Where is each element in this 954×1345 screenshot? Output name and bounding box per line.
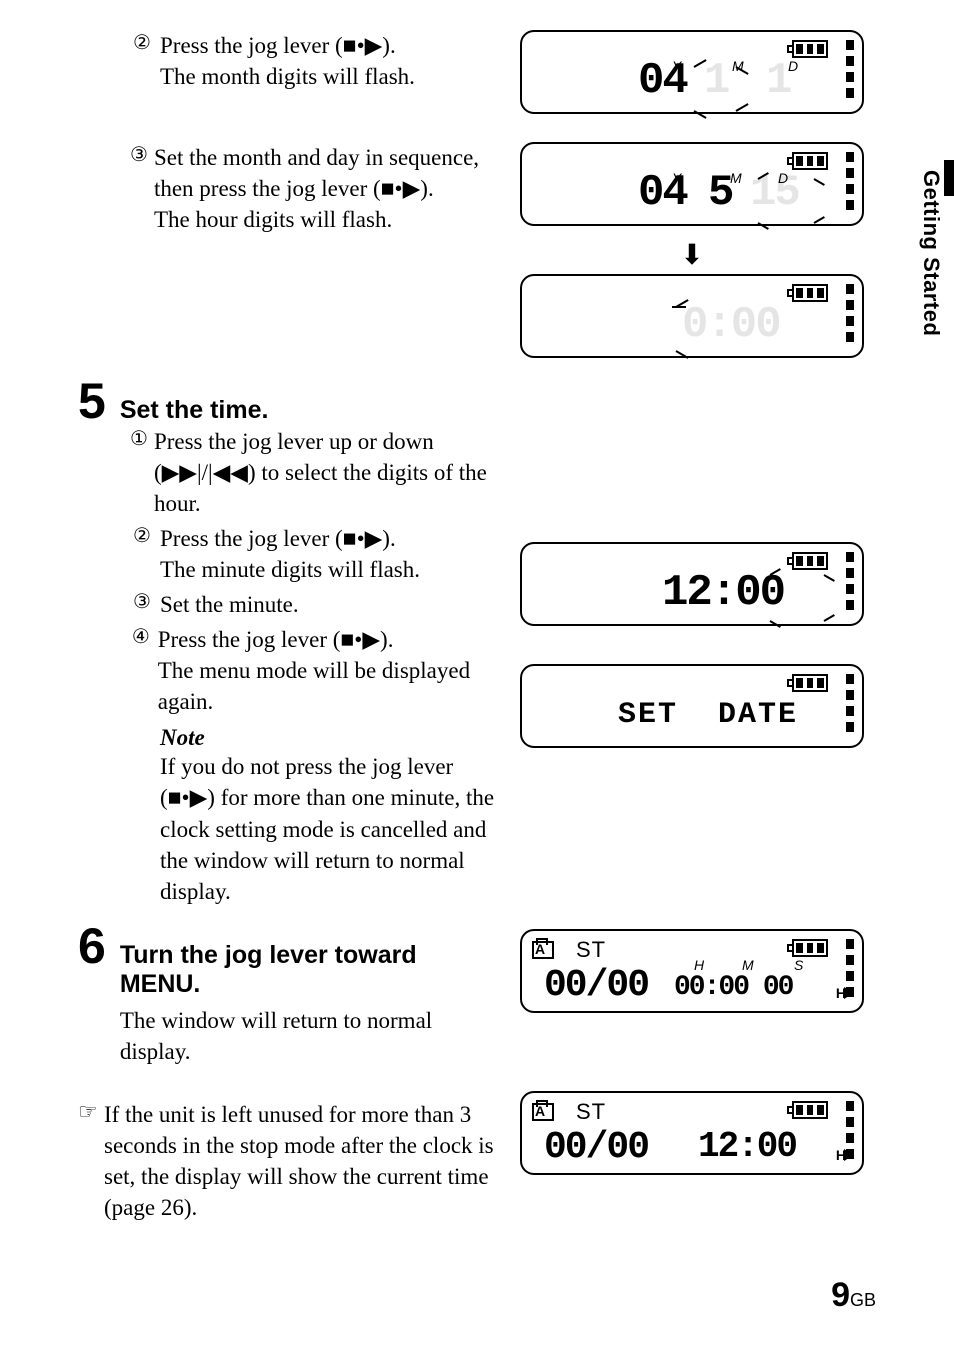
lcd-panel-2: Y M D 04 5 15 <box>520 142 864 226</box>
sub-1-num: ① <box>130 426 148 452</box>
step-3-line1: Set the month and day in sequence, then … <box>154 142 496 204</box>
step-5-title: Set the time. <box>120 396 864 425</box>
page-num-big: 9 <box>831 1276 850 1314</box>
arrow-down-icon: ⬇ <box>520 238 864 272</box>
level-bars-icon <box>846 284 854 342</box>
note-heading: Note <box>160 725 496 751</box>
sub-2a: Press the jog lever (■•▶). <box>160 523 420 554</box>
label-m: M <box>742 957 754 973</box>
battery-icon <box>787 40 828 58</box>
label-s: S <box>794 957 803 973</box>
lcd7-time: 12:00 <box>698 1126 796 1167</box>
sub-3-num: ③ <box>130 589 154 615</box>
lcd3-time: 0:00 <box>682 300 780 350</box>
side-tab: Getting Started <box>912 160 954 380</box>
st-label: ST <box>576 937 606 963</box>
battery-icon <box>787 939 828 957</box>
battery-icon <box>787 284 828 302</box>
sub-1-text: Press the jog lever up or down (▶▶|/|◀◀)… <box>154 426 496 519</box>
step-2-num: ② <box>130 30 154 56</box>
lcd2-year: 04 <box>638 168 687 218</box>
step-6-title: Turn the jog lever toward MENU. <box>120 941 496 999</box>
tip-text: If the unit is left unused for more than… <box>104 1099 496 1223</box>
sub-3-text: Set the minute. <box>160 589 299 620</box>
page-num-suffix: GB <box>850 1290 876 1310</box>
battery-icon <box>787 674 828 692</box>
lcd-panel-3: 0:00 <box>520 274 864 358</box>
lcd-panel-4: 12:00 <box>520 542 864 626</box>
step-6-number: 6 <box>78 921 106 971</box>
lcd1-year: 04 <box>638 56 687 106</box>
lcd7-counter: 00/00 <box>544 1126 648 1169</box>
tab-marker <box>944 160 954 196</box>
battery-icon <box>787 552 828 570</box>
label-h: H <box>694 957 704 973</box>
level-bars-icon <box>846 40 854 98</box>
lcd-panel-7: A ST 00/00 12:00 H <box>520 1091 864 1175</box>
level-bars-icon <box>846 152 854 210</box>
lcd2-month: 5 <box>708 168 732 218</box>
folder-label: A <box>535 941 545 957</box>
sub-4-num: ④ <box>130 624 152 650</box>
lcd1-month: 1 <box>704 56 728 106</box>
lcd4-time: 12:00 <box>662 568 784 618</box>
speaker-icon <box>844 987 854 999</box>
st-label: ST <box>576 1099 606 1125</box>
lcd-panel-6: A ST H M S 00/00 00:00 00 H <box>520 929 864 1013</box>
step-5-number: 5 <box>78 376 106 426</box>
battery-icon <box>787 1101 828 1119</box>
lcd5-label: SET <box>618 698 678 732</box>
tab-label: Getting Started <box>918 170 944 336</box>
lcd6-time: 00:00 00 <box>674 972 792 1003</box>
sub-4b: The menu mode will be displayed again. <box>158 655 496 717</box>
step-2-line2: The month digits will flash. <box>160 61 415 92</box>
sub-2-num: ② <box>130 523 154 549</box>
note-body: If you do not press the jog lever (■•▶) … <box>160 751 496 906</box>
step-3-line2: The hour digits will flash. <box>154 204 496 235</box>
sub-4a: Press the jog lever (■•▶). <box>158 624 496 655</box>
page-number: 9GB <box>831 1276 876 1315</box>
lcd1-day: 1 <box>766 56 790 106</box>
level-bars-icon <box>846 552 854 610</box>
folder-label: A <box>535 1103 545 1119</box>
sub-2b: The minute digits will flash. <box>160 554 420 585</box>
lcd5-val: DATE <box>718 698 798 732</box>
step-6-body: The window will return to normal display… <box>120 1005 496 1067</box>
lcd-panel-5: SET DATE <box>520 664 864 748</box>
lcd6-counter: 00/00 <box>544 964 648 1007</box>
page: Getting Started ② Press the jog lever (■… <box>0 0 954 1345</box>
step-2-line1: Press the jog lever (■•▶). <box>160 30 415 61</box>
speaker-icon <box>844 1149 854 1161</box>
step-3-num: ③ <box>130 142 148 168</box>
level-bars-icon <box>846 674 854 732</box>
lcd-panel-1: Y M D 04 1 1 <box>520 30 864 114</box>
tip-icon: ☞ <box>78 1099 104 1223</box>
lcd2-day: 15 <box>750 168 799 218</box>
